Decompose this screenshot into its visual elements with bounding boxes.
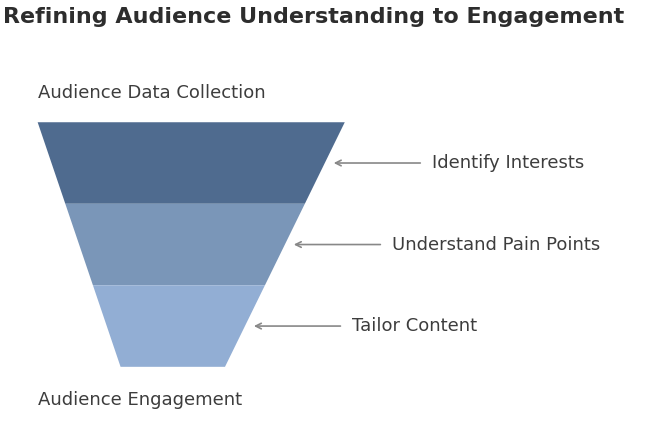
Text: Audience Data Collection: Audience Data Collection (38, 84, 265, 102)
Polygon shape (38, 122, 345, 204)
Text: Understand Pain Points: Understand Pain Points (393, 235, 600, 254)
Title: Refining Audience Understanding to Engagement: Refining Audience Understanding to Engag… (3, 7, 625, 27)
Text: Audience Engagement: Audience Engagement (38, 391, 242, 409)
Polygon shape (66, 204, 305, 285)
Polygon shape (93, 285, 265, 367)
Text: Tailor Content: Tailor Content (352, 317, 478, 335)
Text: Identify Interests: Identify Interests (432, 154, 585, 172)
